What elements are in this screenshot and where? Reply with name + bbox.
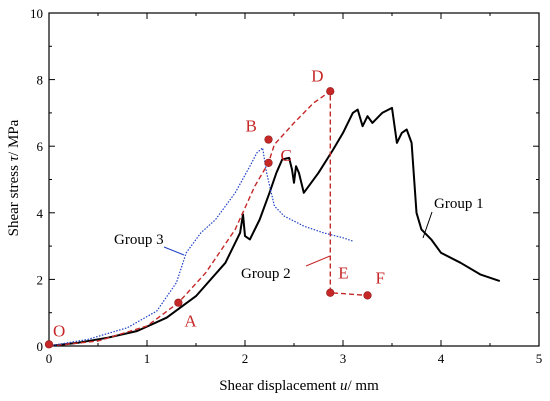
key-point-label-d: D bbox=[311, 66, 323, 85]
key-point-d bbox=[326, 87, 335, 96]
key-point-label-o: O bbox=[53, 321, 65, 340]
y-axis-title: Shear stress τ/ MPa bbox=[6, 119, 22, 236]
x-tick-label: 5 bbox=[536, 351, 543, 366]
key-points: O A B C D E F bbox=[44, 66, 385, 349]
y-tick-label: 6 bbox=[37, 139, 44, 154]
y-tick-label: 2 bbox=[37, 272, 44, 287]
axis-ticks bbox=[48, 12, 540, 347]
key-point-b bbox=[264, 135, 273, 144]
key-point-f bbox=[363, 291, 372, 300]
key-point-label-a: A bbox=[184, 312, 197, 331]
key-point-label-f: F bbox=[376, 268, 385, 287]
key-point-c bbox=[264, 158, 273, 167]
series-line-group-1 bbox=[48, 106, 501, 347]
y-tick-label: 8 bbox=[37, 73, 44, 88]
group2-leader bbox=[305, 255, 331, 267]
series-lines bbox=[48, 90, 501, 347]
y-tick-label: 4 bbox=[37, 206, 44, 221]
series-label-group-3: Group 3 bbox=[114, 232, 164, 248]
x-tick-label: 0 bbox=[46, 351, 53, 366]
key-point-label-c: C bbox=[281, 146, 292, 165]
axis-tick-labels: 0 1 2 3 4 5 0 2 4 6 8 10 bbox=[30, 6, 542, 366]
key-point-o bbox=[44, 340, 54, 349]
x-tick-label: 2 bbox=[242, 351, 249, 366]
x-tick-label: 1 bbox=[144, 351, 151, 366]
x-axis-title: Shear displacement u/ mm bbox=[219, 378, 379, 394]
key-point-label-b: B bbox=[246, 117, 257, 136]
y-tick-label: 0 bbox=[37, 339, 44, 354]
series-label-group-1: Group 1 bbox=[434, 196, 484, 212]
series-label-group-2: Group 2 bbox=[241, 266, 291, 282]
annotations: Group 1 Group 2 Group 3 bbox=[114, 196, 484, 282]
group3-leader bbox=[163, 246, 185, 256]
key-point-label-e: E bbox=[338, 264, 348, 283]
series-line-group-3 bbox=[48, 147, 353, 347]
series-line-group-2 bbox=[48, 90, 368, 347]
x-tick-label: 4 bbox=[438, 351, 445, 366]
x-tick-label: 3 bbox=[340, 351, 347, 366]
key-point-e bbox=[326, 288, 335, 297]
key-point-a bbox=[174, 298, 183, 307]
y-tick-label: 10 bbox=[30, 6, 43, 21]
group1-leader bbox=[422, 211, 433, 239]
